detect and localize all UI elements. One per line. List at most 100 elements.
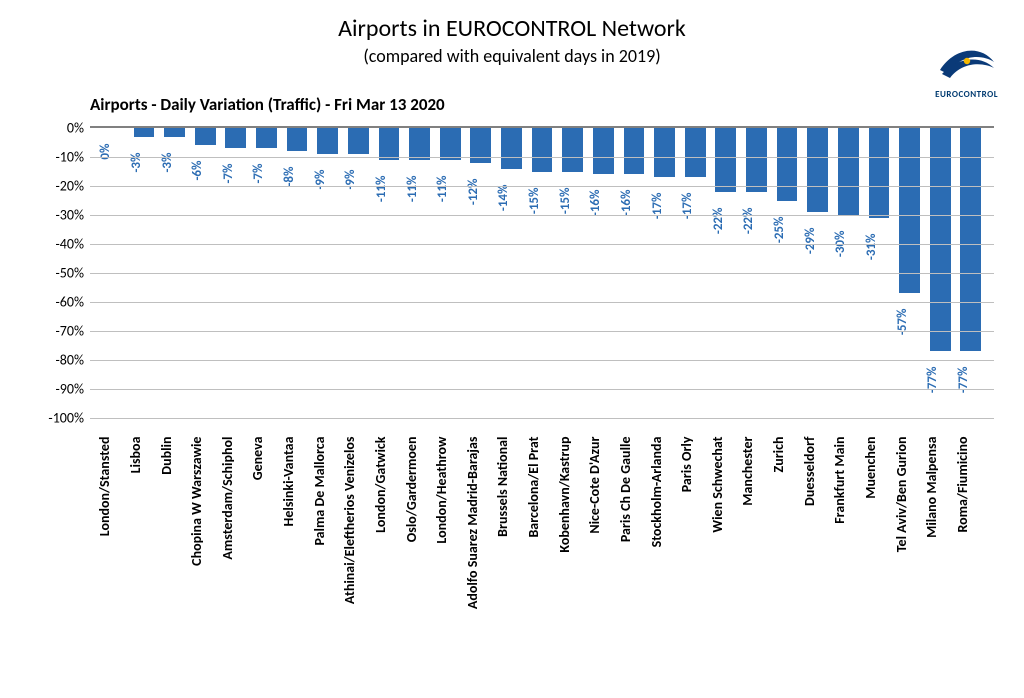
bar-slot: -11%London/Gatwick (374, 128, 405, 416)
category-label: Paris Ch De Gaulle (617, 435, 634, 543)
category-label: London/Gatwick (372, 435, 389, 533)
bar-slot: -25%Zurich (772, 128, 803, 416)
bar-slot: -77%Milano Malpensa (925, 128, 956, 416)
bar-value-label: -14% (496, 180, 511, 211)
bar-value-label: -15% (558, 183, 573, 214)
bar (348, 128, 369, 154)
bar-value-label: -12% (466, 174, 481, 205)
category-label: Helsinki-Vantaa (280, 435, 297, 527)
bar-slot: -7%Geneva (251, 128, 282, 416)
gridline (90, 273, 994, 274)
bars-container: 0%London/Stansted-3%Lisboa-3%Dublin-6%Ch… (98, 128, 986, 416)
category-label: Muenchen (862, 435, 879, 499)
bar-value-label: -16% (588, 186, 603, 217)
bar-value-label: -3% (129, 148, 144, 172)
category-label: Milano Malpensa (923, 435, 940, 538)
category-label: Amsterdam/Schiphol (219, 435, 236, 560)
y-tick-label: -10% (56, 149, 91, 166)
bar (562, 128, 583, 172)
bar-slot: -17%Paris Orly (680, 128, 711, 416)
gridline (90, 302, 994, 303)
bar-slot: -30%Frankfurt Main (833, 128, 864, 416)
category-label: Stockholm-Arlanda (648, 435, 665, 548)
bar-slot: -15%Barcelona/El Prat (527, 128, 558, 416)
y-tick-label: -30% (56, 207, 91, 224)
bar-value-label: -22% (711, 203, 726, 234)
bar (256, 128, 277, 148)
category-label: Palma De Mallorca (311, 435, 328, 546)
bar-slot: -16%Paris Ch De Gaulle (619, 128, 650, 416)
category-label: Roma/Fiumicino (954, 435, 971, 533)
bar-value-label: -30% (833, 227, 848, 258)
bar-slot: -11%London/Heathrow (435, 128, 466, 416)
category-label: Zurich (770, 435, 787, 473)
gridline (90, 389, 994, 390)
category-label: Duesseldorf (801, 435, 818, 507)
bar (777, 128, 798, 201)
bar (134, 128, 155, 137)
page-title: Airports in EUROCONTROL Network (0, 14, 1024, 43)
category-label: Tel Aviv/Ben Gurion (893, 435, 910, 553)
gridline (90, 331, 994, 332)
page-subtitle: (compared with equivalent days in 2019) (0, 45, 1024, 67)
category-label: Athinai/Eleftherios Venizelos (341, 435, 358, 605)
bar-value-label: -25% (772, 212, 787, 243)
y-tick-label: -60% (56, 294, 91, 311)
bar-slot: -3%Lisboa (129, 128, 160, 416)
gridline (90, 418, 994, 419)
bar (715, 128, 736, 192)
bar-slot: -16%Nice-Cote D'Azur (588, 128, 619, 416)
bar (409, 128, 430, 160)
category-label: Dublin (158, 435, 175, 475)
eurocontrol-logo: EUROCONTROL (935, 40, 998, 100)
bar-slot: -11%Oslo/Gardermoen (404, 128, 435, 416)
bar-slot: -7%Amsterdam/Schiphol (221, 128, 252, 416)
bar-slot: -77%Roma/Fiumicino (956, 128, 987, 416)
bar (287, 128, 308, 151)
y-tick-label: -90% (56, 381, 91, 398)
bar-slot: -3%Dublin (159, 128, 190, 416)
bar (501, 128, 522, 169)
bar-slot: -6%Chopina W Warszawie (190, 128, 221, 416)
bar-slot: -9%Athinai/Eleftherios Venizelos (343, 128, 374, 416)
category-label: Nice-Cote D'Azur (586, 435, 603, 534)
bar (899, 128, 920, 293)
bar-slot: -9%Palma De Mallorca (312, 128, 343, 416)
y-tick-label: -20% (56, 178, 91, 195)
y-tick-label: 0% (67, 120, 90, 137)
bar (379, 128, 400, 160)
bar (317, 128, 338, 154)
category-label: Paris Orly (678, 435, 695, 493)
bar-slot: -22%Manchester (741, 128, 772, 416)
bar-slot: -12%Adolfo Suarez Madrid-Barajas (466, 128, 497, 416)
y-tick-label: -70% (56, 323, 91, 340)
gridline (90, 244, 994, 245)
bar-slot: -22%Wien Schwechat (711, 128, 742, 416)
y-tick-label: -100% (48, 410, 90, 427)
category-label: London/Stansted (96, 435, 113, 537)
bar (440, 128, 461, 160)
bar (195, 128, 216, 145)
bar (624, 128, 645, 174)
bar-value-label: -16% (619, 186, 634, 217)
category-label: Frankfurt Main (831, 435, 848, 524)
chart-title: Airports - Daily Variation (Traffic) - F… (90, 94, 445, 115)
bar-slot: -8%Helsinki-Vantaa (282, 128, 313, 416)
y-tick-label: -40% (56, 236, 91, 253)
bar-value-label: -7% (221, 160, 236, 184)
bar (838, 128, 859, 215)
gridline (90, 215, 994, 216)
bar (746, 128, 767, 192)
logo-swoosh-icon (936, 40, 998, 82)
gridline (90, 360, 994, 361)
bar-value-label: -7% (251, 160, 266, 184)
y-tick-label: -50% (56, 265, 91, 282)
bar-slot: -15%Kobenhavn/Kastrup (557, 128, 588, 416)
bar-slot: -31%Muenchen (864, 128, 895, 416)
bar-slot: -17%Stockholm-Arlanda (649, 128, 680, 416)
bar (807, 128, 828, 212)
category-label: Brussels National (494, 435, 511, 537)
category-label: London/Heathrow (433, 435, 450, 544)
category-label: Kobenhavn/Kastrup (556, 435, 573, 553)
bar-chart: 0%London/Stansted-3%Lisboa-3%Dublin-6%Ch… (90, 126, 994, 416)
